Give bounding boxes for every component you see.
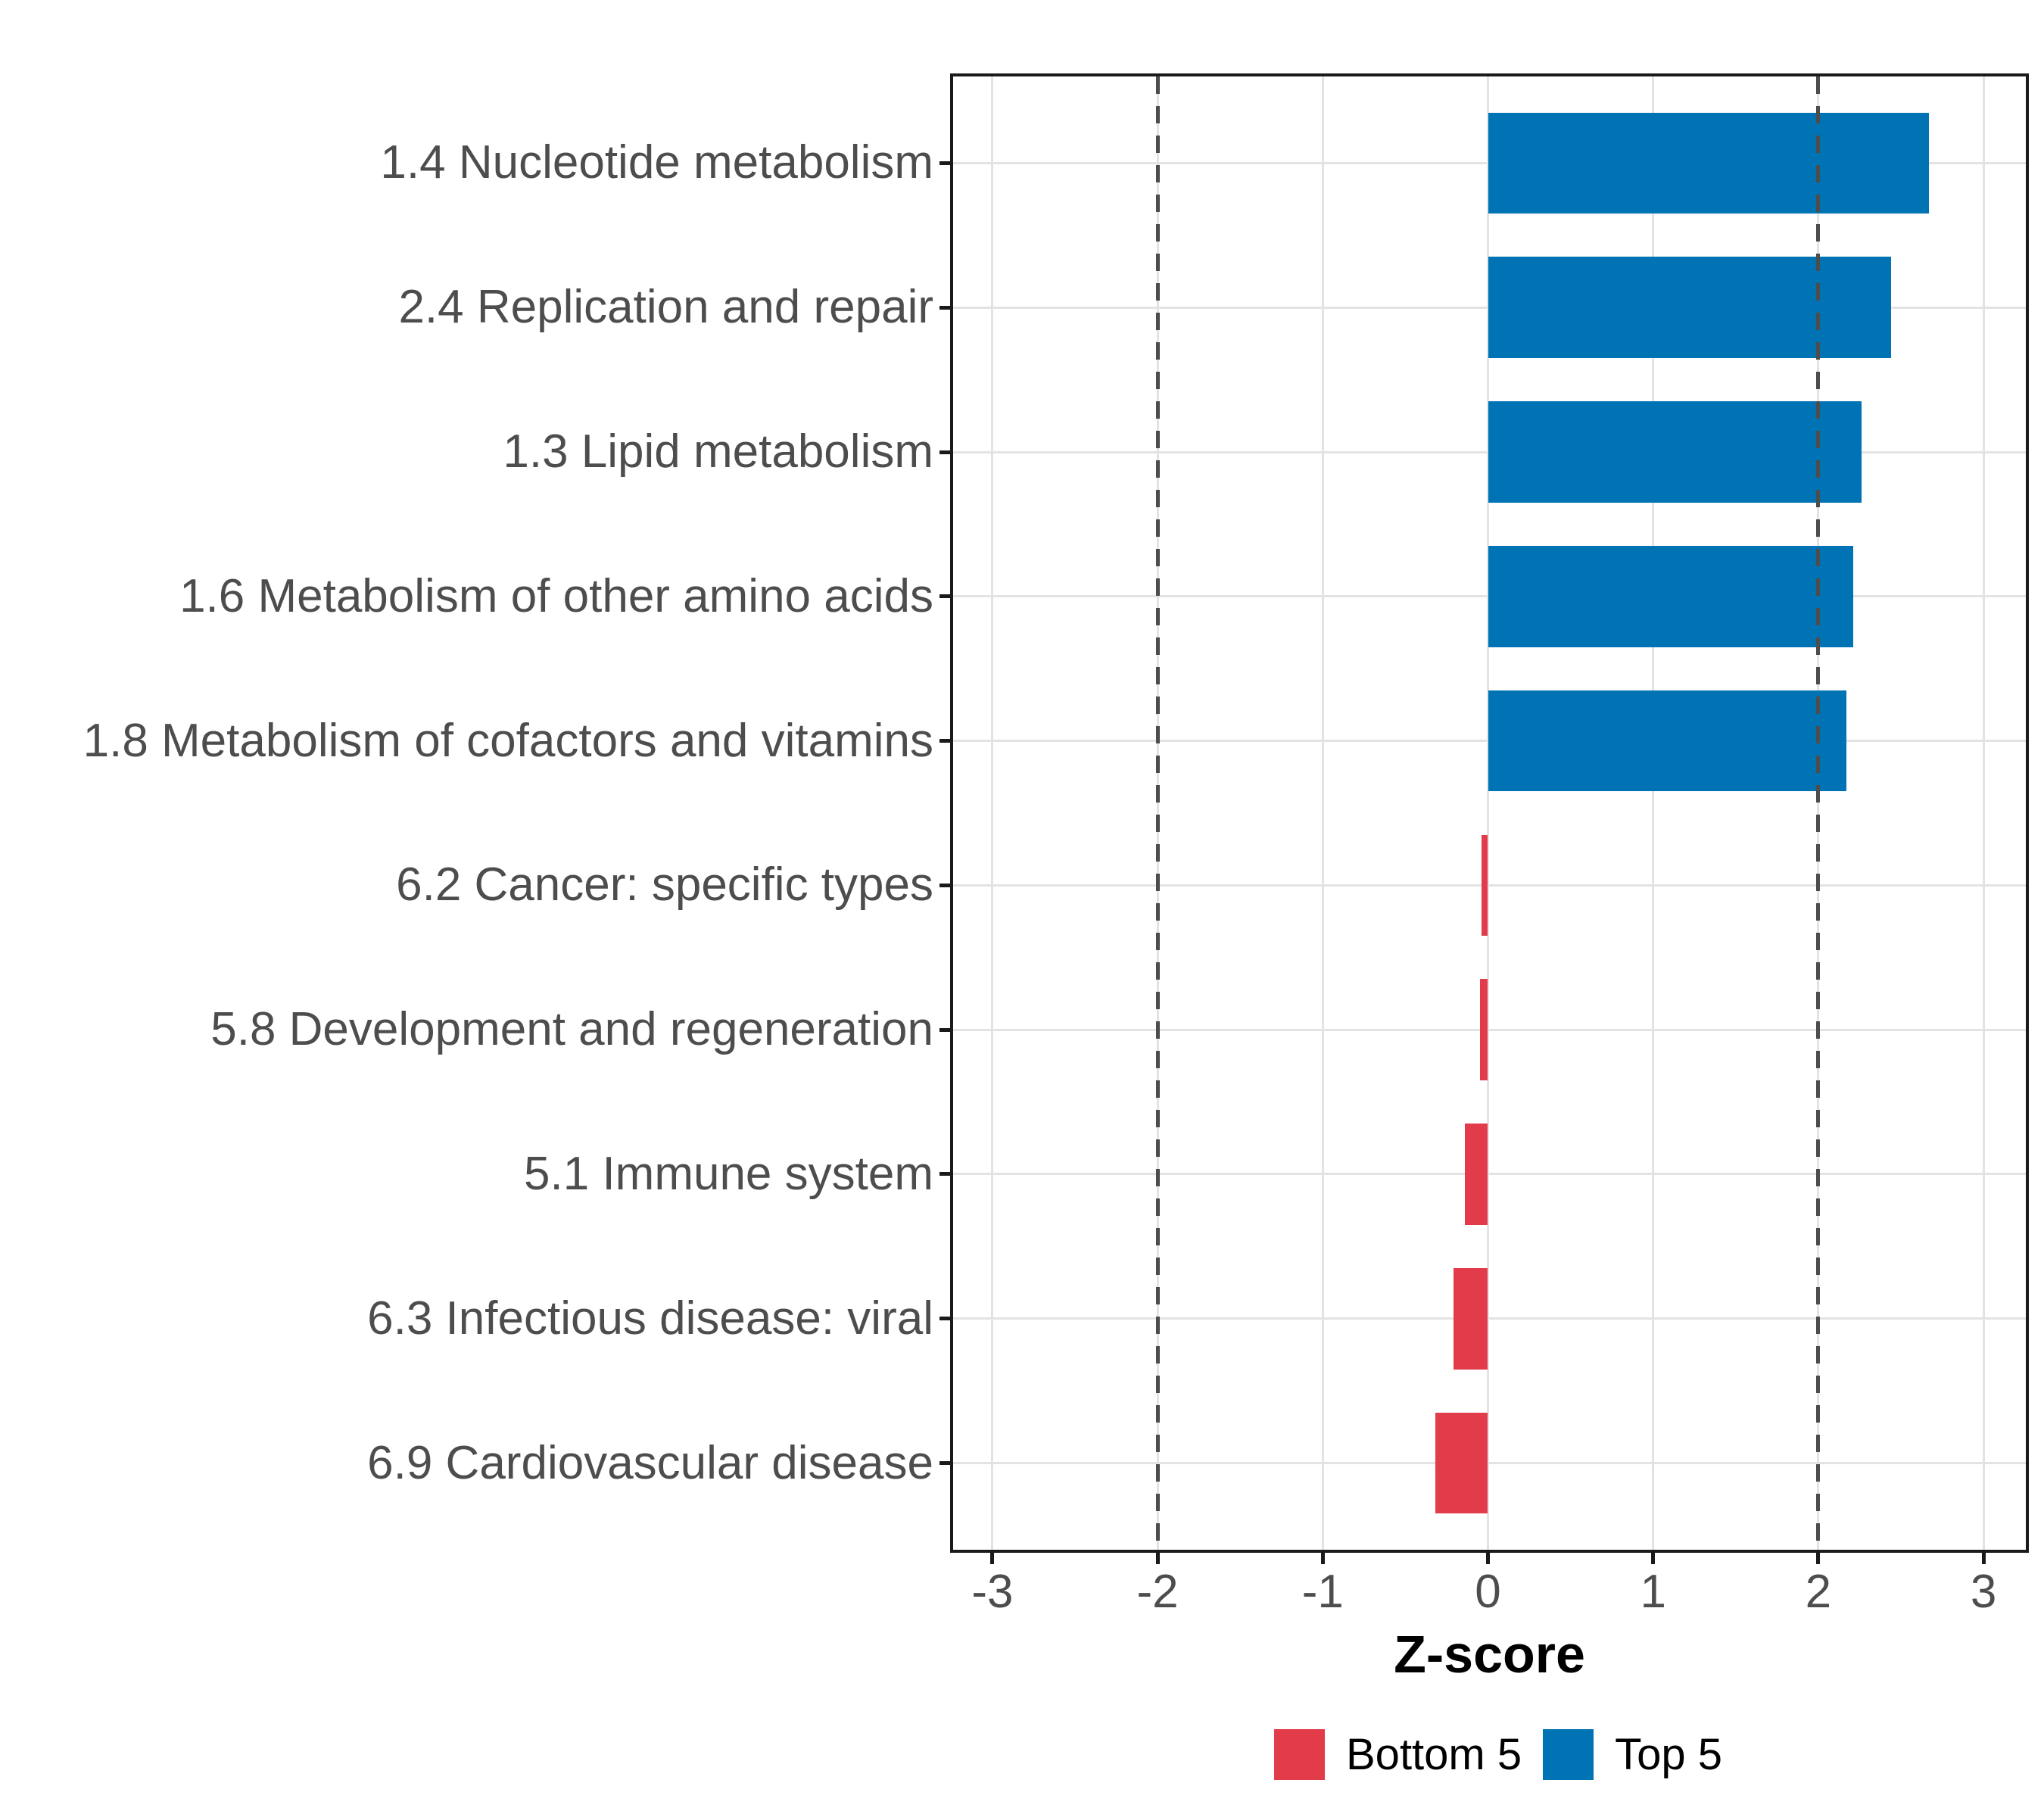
gridline-horizontal bbox=[953, 1317, 2026, 1320]
x-axis-tick bbox=[1816, 1553, 1821, 1564]
bar-top5 bbox=[1488, 690, 1846, 792]
y-axis-label: 5.1 Immune system bbox=[524, 1147, 933, 1200]
x-axis-tick bbox=[1486, 1553, 1490, 1564]
x-axis-label: -3 bbox=[971, 1566, 1014, 1618]
y-axis-tick bbox=[939, 450, 950, 454]
y-axis-tick bbox=[939, 161, 950, 165]
y-axis-label: 1.6 Metabolism of other amino acids bbox=[179, 569, 933, 622]
x-axis-tick bbox=[1651, 1553, 1656, 1564]
y-axis-tick bbox=[939, 1172, 950, 1177]
bar-bottom5 bbox=[1435, 1412, 1488, 1514]
legend-entry-bottom5: Bottom 5 bbox=[1274, 1729, 1522, 1780]
x-axis-title: Z-score bbox=[1394, 1625, 1585, 1684]
y-axis-tick bbox=[939, 1461, 950, 1466]
y-axis-label: 1.8 Metabolism of cofactors and vitamins bbox=[83, 714, 933, 767]
x-axis-label: 2 bbox=[1805, 1566, 1832, 1618]
y-axis-label: 6.9 Cardiovascular disease bbox=[367, 1436, 933, 1489]
y-axis-tick bbox=[939, 739, 950, 743]
gridline-horizontal bbox=[953, 1028, 2026, 1031]
y-axis-label: 1.3 Lipid metabolism bbox=[503, 425, 933, 478]
bar-bottom5 bbox=[1481, 834, 1488, 937]
gridline-vertical bbox=[1487, 76, 1489, 1550]
plot-area bbox=[953, 76, 2026, 1550]
reference-line bbox=[1155, 76, 1160, 1550]
bar-top5 bbox=[1488, 401, 1862, 503]
legend-label-top5: Top 5 bbox=[1615, 1730, 1723, 1779]
x-axis-tick bbox=[1155, 1553, 1160, 1564]
legend: Bottom 5 Top 5 bbox=[1274, 1729, 1722, 1780]
x-axis-tick bbox=[1320, 1553, 1325, 1564]
y-axis-tick bbox=[939, 1317, 950, 1321]
gridline-vertical bbox=[1652, 76, 1655, 1550]
gridline-vertical bbox=[1321, 76, 1324, 1550]
gridline-horizontal bbox=[953, 1173, 2026, 1176]
y-axis-label: 1.4 Nucleotide metabolism bbox=[380, 136, 933, 189]
y-axis-label: 5.8 Development and regeneration bbox=[210, 1003, 933, 1056]
bar-bottom5 bbox=[1453, 1267, 1488, 1370]
y-axis-tick bbox=[939, 883, 950, 887]
gridline-horizontal bbox=[953, 1462, 2026, 1465]
x-axis-tick bbox=[990, 1553, 995, 1564]
x-axis-tick bbox=[1981, 1553, 1986, 1564]
x-axis-label: 3 bbox=[1970, 1566, 1997, 1618]
x-axis-label: -2 bbox=[1136, 1566, 1179, 1618]
legend-swatch-bottom5 bbox=[1274, 1729, 1325, 1780]
y-axis-label: 2.4 Replication and repair bbox=[398, 281, 933, 334]
gridline-horizontal bbox=[953, 884, 2026, 887]
legend-entry-top5: Top 5 bbox=[1543, 1729, 1722, 1780]
y-axis-label: 6.3 Infectious disease: viral bbox=[367, 1292, 933, 1345]
bar-bottom5 bbox=[1479, 979, 1488, 1080]
reference-line bbox=[1816, 76, 1821, 1550]
y-axis-tick bbox=[939, 1027, 950, 1032]
x-axis-label: -1 bbox=[1301, 1566, 1344, 1618]
y-axis-tick bbox=[939, 305, 950, 310]
y-axis-label: 6.2 Cancer: specific types bbox=[396, 859, 933, 912]
y-axis-tick bbox=[939, 594, 950, 599]
legend-label-bottom5: Bottom 5 bbox=[1346, 1730, 1522, 1779]
plot-panel bbox=[950, 73, 2029, 1553]
bar-top5 bbox=[1488, 112, 1930, 214]
bar-top5 bbox=[1488, 257, 1891, 359]
bar-top5 bbox=[1488, 546, 1853, 647]
gridline-vertical bbox=[991, 76, 994, 1550]
x-axis-label: 0 bbox=[1475, 1566, 1501, 1618]
bar-bottom5 bbox=[1464, 1124, 1488, 1225]
x-axis-label: 1 bbox=[1640, 1566, 1666, 1618]
gridline-vertical bbox=[1982, 76, 1985, 1550]
legend-swatch-top5 bbox=[1543, 1729, 1594, 1780]
